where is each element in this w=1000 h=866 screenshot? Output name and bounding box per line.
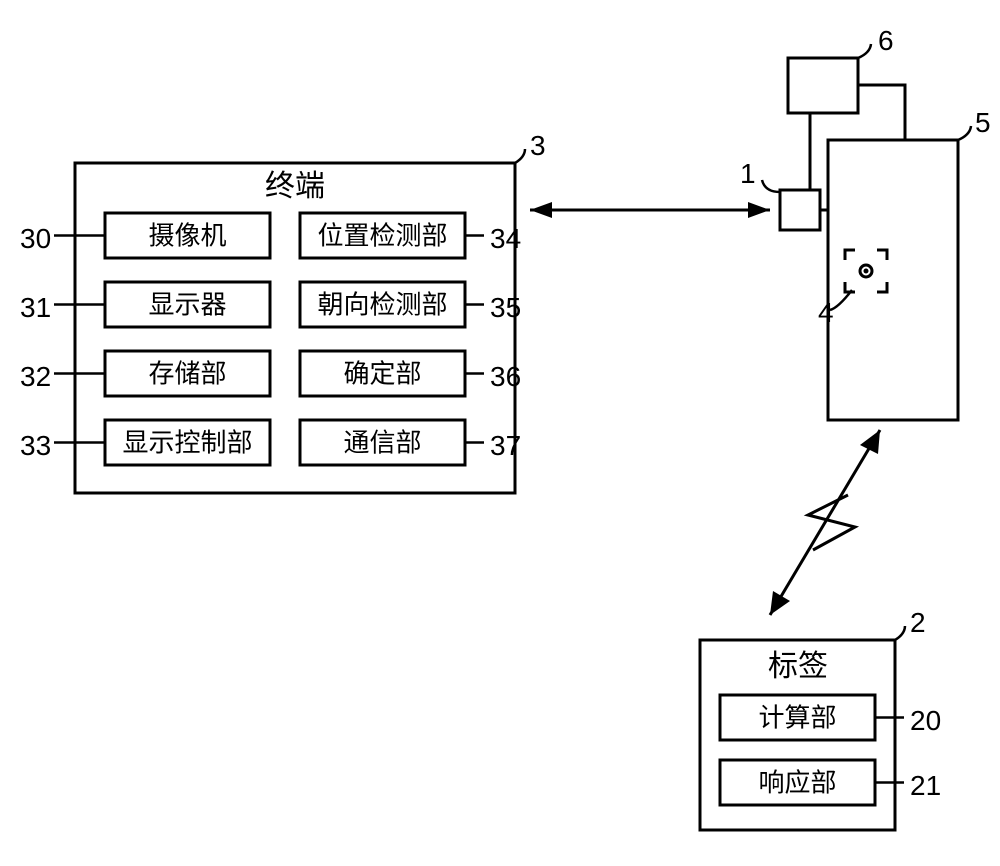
marker4-bracket <box>877 282 887 292</box>
marker4-num: 4 <box>818 297 834 328</box>
marker4-bracket <box>845 250 855 260</box>
terminal-cell-num: 35 <box>490 292 521 323</box>
tag-cell-num: 20 <box>910 705 941 736</box>
arrow-diag-head-bottom <box>770 591 790 615</box>
terminal-cell-label: 显示器 <box>148 290 226 320</box>
block1 <box>780 190 820 230</box>
block1-num: 1 <box>740 158 756 189</box>
terminal-cell-label: 存储部 <box>148 359 226 389</box>
terminal-title: 终端 <box>265 170 325 203</box>
arrow-diag-line <box>770 430 880 615</box>
terminal-cell-num: 37 <box>490 430 521 461</box>
terminal-cell-num: 30 <box>20 223 51 254</box>
terminal-cell-label: 通信部 <box>343 428 421 458</box>
terminal-cell-label: 确定部 <box>343 359 421 389</box>
block5-num: 5 <box>975 107 991 138</box>
block6-lead <box>858 44 871 58</box>
tag-cell-num: 21 <box>910 770 941 801</box>
tag-num: 2 <box>910 607 926 638</box>
terminal-cell-num: 32 <box>20 361 51 392</box>
marker4-dot <box>864 269 869 274</box>
tag-cell-label: 计算部 <box>758 703 836 733</box>
terminal-lead <box>515 149 525 163</box>
terminal-cell-label: 显示控制部 <box>122 428 252 458</box>
terminal-cell-num: 33 <box>20 430 51 461</box>
block6-num: 6 <box>878 25 894 56</box>
block5 <box>828 140 958 420</box>
block6 <box>788 58 858 113</box>
block5-lead <box>958 126 971 140</box>
terminal-cell-num: 36 <box>490 361 521 392</box>
terminal-cell-label: 位置检测部 <box>317 221 447 251</box>
arrow-diag-head-top <box>860 430 880 454</box>
tag-cell-label: 响应部 <box>758 768 836 798</box>
arrow-horiz-head-right <box>748 202 770 218</box>
tag-title: 标签 <box>768 650 828 683</box>
terminal-cell-label: 摄像机 <box>148 221 226 251</box>
tag-lead <box>895 626 905 640</box>
terminal-cell-num: 34 <box>490 223 521 254</box>
diagram-canvas: 终端 3 摄像机 30 显示器 31 存储部 32 显示控制部 33 位置检测部 34 朝向检测部 35 确… <box>0 0 1000 861</box>
arrow-horiz-head-left <box>530 202 552 218</box>
terminal-cell-label: 朝向检测部 <box>317 290 447 320</box>
marker4-bracket <box>877 250 887 260</box>
block1-lead <box>762 180 780 192</box>
marker4-bracket <box>845 282 855 292</box>
connector-c6_to_5 <box>858 85 905 140</box>
terminal-num: 3 <box>530 130 546 161</box>
terminal-cell-num: 31 <box>20 292 51 323</box>
